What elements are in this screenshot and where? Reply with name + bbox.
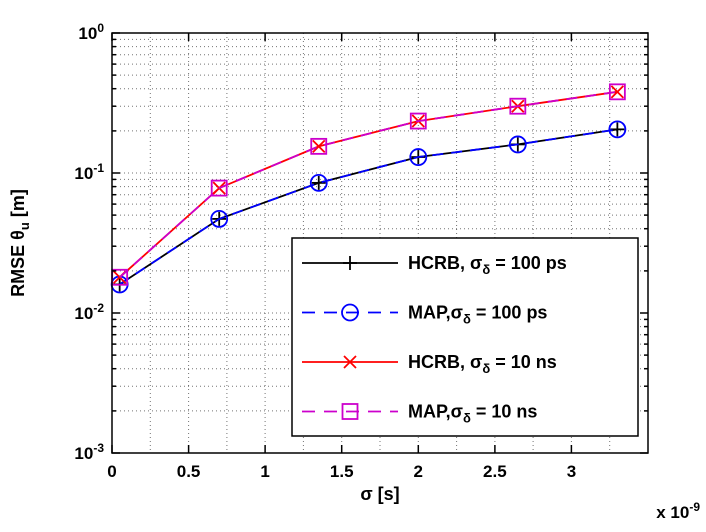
x-tick-label: 2 [414,462,423,481]
legend: HCRB, σδ = 100 ps MAP,σδ = 100 ps HCRB, σδ… [291,237,639,437]
x-tick-label: 0.5 [177,462,201,481]
square-marker-icon [210,179,228,197]
legend-row [302,403,398,420]
y-tick-label: 10-1 [74,161,104,183]
x-axis-exponent-label: x 10-9 [656,500,700,522]
ticks [111,32,648,454]
x-tick-label: 1.5 [330,462,354,481]
legend-label: MAP,σδ = 10 ns [408,402,537,426]
circle-marker-icon [608,120,627,139]
legend-row [302,355,398,369]
circle-marker-icon [341,303,359,322]
axes-box [111,32,649,454]
square-marker-icon [608,83,626,101]
circle-marker-icon [508,135,527,154]
series-line [119,128,618,286]
circle-marker-icon [409,148,428,166]
square-marker-icon [341,403,359,420]
circle-marker-icon [309,173,328,192]
x-tick-label: 0 [107,462,116,481]
legend-box [291,237,639,437]
square-marker-icon [310,137,328,155]
y-tick-label: 10-2 [74,301,104,323]
legend-label: MAP,σδ = 100 ps [408,303,547,327]
x-tick-label: 1 [260,462,269,481]
x-marker-icon [312,139,326,153]
square-marker-icon [409,112,427,130]
legend-row [302,303,398,322]
y-axis-label: RMSE θu [m] [8,189,32,297]
x-tick-label: 3 [567,462,576,481]
square-marker-icon [509,97,527,115]
circle-marker-icon [210,210,229,228]
x-marker-icon [610,85,625,99]
y-tick-label: 10-3 [74,441,104,463]
legend-row [302,256,398,270]
series-line [119,90,618,278]
x-tick-label: 2.5 [483,462,507,481]
legend-label: HCRB, σδ = 100 ps [408,253,567,277]
x-marker-icon [343,355,357,369]
legend-label: HCRB, σδ = 10 ns [408,352,557,376]
x-axis-label: σ [s] [360,484,399,504]
y-tick-label: 100 [78,21,104,43]
